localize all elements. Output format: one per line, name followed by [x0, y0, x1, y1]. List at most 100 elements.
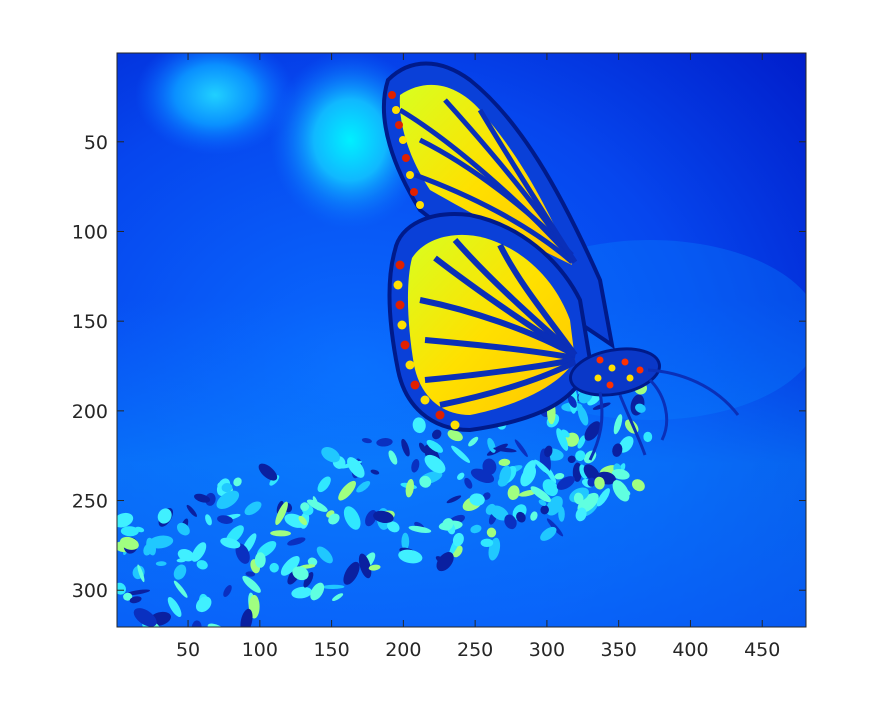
x-tick-label: 450 [744, 639, 780, 661]
x-tick-label: 400 [672, 639, 708, 661]
flower-petal [221, 482, 233, 493]
flower-petal [205, 514, 212, 526]
wing-spot [393, 280, 403, 290]
butterfly-body [569, 347, 740, 461]
y-tick-label: 100 [72, 221, 108, 243]
flower-petal [469, 493, 485, 506]
wing-spot [594, 374, 602, 382]
flower-petal [223, 585, 232, 597]
flower-petal [254, 552, 266, 568]
heatmap-image [117, 53, 806, 627]
flower-petal [312, 496, 320, 511]
x-tick-label: 350 [601, 639, 637, 661]
wing-spot [621, 358, 629, 366]
wing-spot [416, 201, 424, 209]
flower-petal [120, 526, 139, 537]
flower-petal [233, 477, 242, 487]
flower-petal [583, 464, 600, 482]
flower-petal [398, 549, 423, 564]
flower-petal [514, 439, 528, 458]
flower-petal [317, 476, 331, 493]
wing-spot [402, 154, 410, 162]
flower-petal [561, 429, 570, 438]
flower-petal [157, 508, 172, 524]
flower-petal [426, 439, 444, 453]
flower-petal [464, 477, 473, 489]
flower-petal [522, 460, 536, 477]
flower-petal [173, 580, 188, 598]
y-tick-label: 250 [72, 491, 108, 513]
flower-petal [143, 543, 153, 556]
flower-petal [556, 428, 569, 451]
flower-petal [173, 564, 187, 580]
flower-petal [316, 546, 333, 564]
flower-petal [370, 469, 380, 475]
flower-petal [291, 586, 313, 599]
flower-petal [452, 532, 464, 547]
flower-petal [177, 549, 195, 562]
flower-petal [635, 403, 646, 413]
flower-petal [643, 431, 653, 443]
flower-petal [148, 535, 174, 549]
flower-petal [612, 443, 623, 457]
hindwing [387, 212, 593, 433]
flower-petal [480, 538, 494, 548]
flower-petal [498, 458, 511, 467]
flower-petal [310, 582, 325, 601]
flower-petal [401, 438, 410, 457]
flower-petal [307, 557, 318, 566]
wing-spot [626, 374, 634, 382]
flower-petal [504, 514, 517, 530]
x-tick-label: 150 [313, 639, 349, 661]
flower-petal [612, 480, 630, 502]
wing-spot [406, 171, 414, 179]
flower-petal [176, 522, 190, 536]
flower-petal [446, 495, 462, 504]
wing-spot [450, 420, 460, 430]
wing-spot [405, 360, 415, 370]
flower-cluster [117, 356, 655, 627]
flower-petal [235, 543, 250, 564]
flower-petal [482, 458, 497, 475]
flower-petal [137, 564, 145, 583]
flower-petal [577, 406, 589, 426]
flower-petal [412, 417, 426, 434]
wing-spot [395, 260, 405, 270]
flower-petal [244, 501, 262, 516]
flower-petal [546, 518, 564, 537]
y-tick-label: 300 [72, 580, 108, 602]
flower-petal [530, 486, 552, 503]
flower-petal [242, 575, 261, 593]
flower-petal [117, 512, 134, 528]
flower-petal [343, 506, 361, 530]
wing-spots [388, 91, 644, 430]
wing-spot [388, 91, 396, 99]
flower-petal [596, 488, 610, 507]
flower-petal [419, 475, 432, 488]
wing-spot [395, 300, 405, 310]
flower-petal [482, 492, 491, 500]
flower-petal [573, 492, 584, 505]
flower-petal [194, 493, 211, 503]
flower-petal [358, 553, 372, 579]
flower-petal [611, 468, 630, 480]
flower-petal [133, 608, 157, 627]
flower-petal [356, 481, 371, 493]
flower-petal [554, 473, 565, 480]
flower-petal [220, 537, 241, 549]
wing-spot [395, 121, 403, 129]
flower-petal [388, 450, 398, 465]
flower-petal [618, 436, 634, 453]
flower-petal [418, 442, 427, 454]
flower-petal [280, 556, 300, 576]
wing-spot [596, 356, 604, 364]
flower-petal [347, 457, 365, 478]
flower-petal [493, 447, 517, 453]
flower-petal [195, 596, 212, 613]
flower-petal [613, 414, 623, 435]
flower-petal [155, 561, 167, 567]
flower-petal [196, 560, 208, 570]
flower-petal [577, 435, 586, 449]
wing-spot [397, 320, 407, 330]
